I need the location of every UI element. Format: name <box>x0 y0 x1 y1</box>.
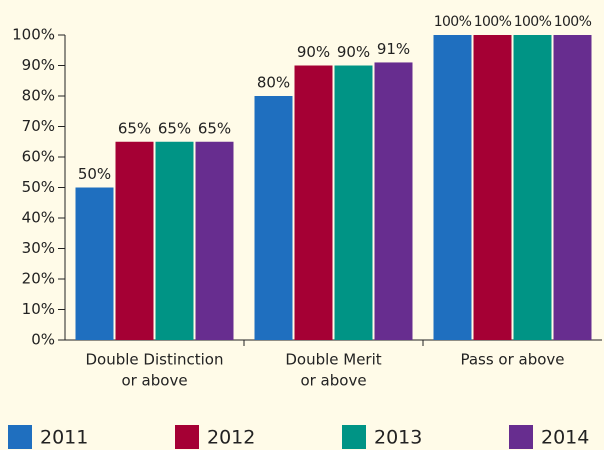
value-label: 65% <box>158 119 191 137</box>
bar <box>334 65 373 340</box>
value-label: 90% <box>297 43 330 61</box>
y-tick-label: 60% <box>22 148 55 166</box>
value-label: 90% <box>337 43 370 61</box>
x-tick-label: Double Merit <box>285 351 381 369</box>
legend-label: 2013 <box>374 427 422 449</box>
value-label: 65% <box>118 119 151 137</box>
legend-swatch <box>342 425 366 449</box>
value-label: 100% <box>474 14 512 30</box>
value-label: 80% <box>257 74 290 92</box>
x-tick-label: or above <box>300 372 366 390</box>
bar <box>115 141 154 340</box>
y-tick-label: 70% <box>22 117 55 135</box>
value-label: 65% <box>198 119 231 137</box>
bar <box>553 35 592 340</box>
legend-swatch <box>509 425 533 449</box>
value-label: 100% <box>434 14 472 30</box>
y-tick-label: 50% <box>22 178 55 196</box>
y-tick-label: 10% <box>22 300 55 318</box>
x-tick-label: Pass or above <box>460 351 564 369</box>
bar <box>254 96 293 340</box>
y-tick-label: 0% <box>31 331 55 349</box>
bar <box>195 141 234 340</box>
bar <box>433 35 472 340</box>
bar <box>75 187 114 340</box>
x-tick-label: Double Distinction <box>86 351 224 369</box>
value-label: 100% <box>514 14 552 30</box>
x-tick-label: or above <box>121 372 187 390</box>
value-label: 100% <box>554 14 592 30</box>
bar <box>294 65 333 340</box>
bar <box>374 62 413 340</box>
y-tick-label: 80% <box>22 87 55 105</box>
legend-label: 2011 <box>40 427 88 449</box>
value-label: 91% <box>377 40 410 58</box>
bar <box>473 35 512 340</box>
y-tick-label: 20% <box>22 270 55 288</box>
legend-label: 2012 <box>207 427 255 449</box>
legend-swatch <box>175 425 199 449</box>
y-tick-label: 90% <box>22 56 55 74</box>
y-tick-label: 40% <box>22 209 55 227</box>
legend-label: 2014 <box>541 427 589 449</box>
bar <box>513 35 552 340</box>
y-tick-label: 100% <box>12 26 55 44</box>
y-tick-label: 30% <box>22 239 55 257</box>
bar <box>155 141 194 340</box>
legend-swatch <box>8 425 32 449</box>
value-label: 50% <box>78 165 111 183</box>
